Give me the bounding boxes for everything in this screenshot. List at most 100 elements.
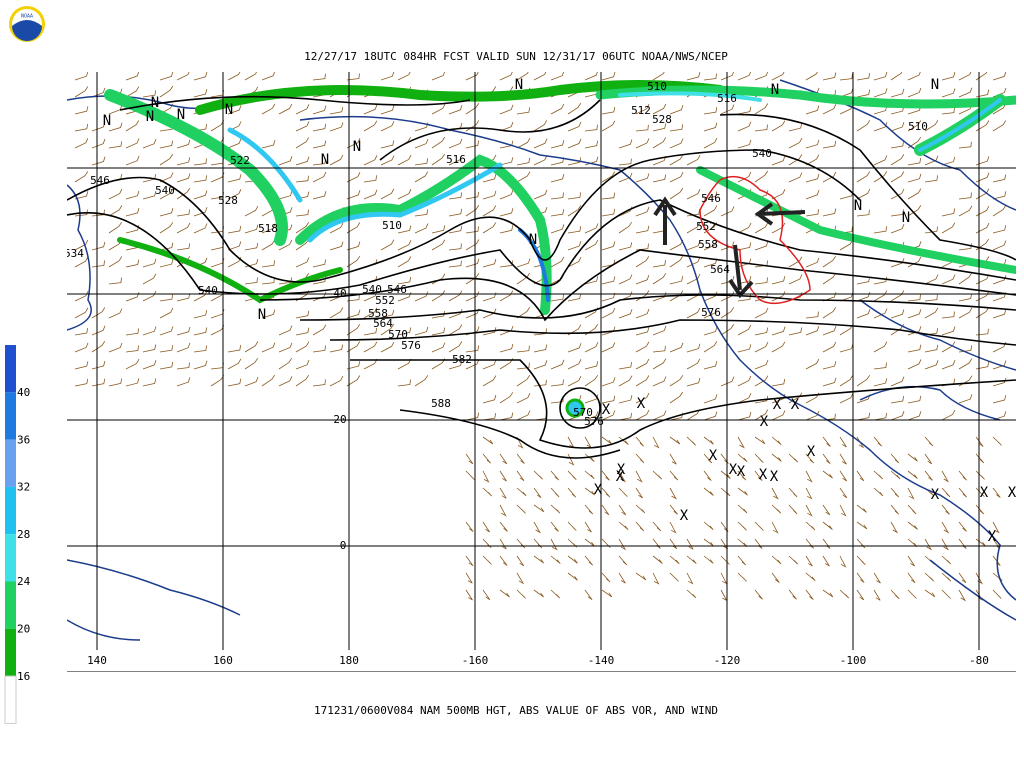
wind-barb bbox=[601, 120, 616, 132]
wind-barb bbox=[839, 73, 853, 81]
wind-barb bbox=[958, 487, 968, 498]
wind-barb bbox=[601, 171, 616, 183]
wind-barb bbox=[550, 470, 560, 481]
wind-barb bbox=[533, 155, 548, 166]
wind-barb bbox=[890, 487, 900, 498]
wind-barb bbox=[499, 538, 507, 550]
wind-barb bbox=[567, 205, 582, 217]
wind-barb bbox=[635, 256, 650, 268]
wind-barb bbox=[635, 358, 650, 370]
wind-barb bbox=[363, 175, 377, 183]
wind-barb bbox=[227, 189, 242, 200]
wind-barb bbox=[329, 241, 344, 251]
wind-barb bbox=[159, 294, 173, 302]
wind-barb bbox=[975, 172, 990, 183]
wind-barb bbox=[125, 190, 140, 200]
wind-barb bbox=[550, 224, 565, 234]
wind-barb bbox=[584, 276, 599, 285]
contour-label: 576 bbox=[584, 415, 604, 428]
wind-barb bbox=[703, 308, 718, 319]
wind-barb bbox=[397, 240, 412, 251]
wind-barb bbox=[193, 290, 208, 302]
wind-barb bbox=[618, 395, 633, 404]
wind-barb bbox=[669, 276, 684, 285]
wind-barb bbox=[907, 504, 917, 515]
wind-barb bbox=[448, 360, 463, 370]
wind-barb bbox=[941, 156, 956, 166]
contour-label: 516 bbox=[717, 92, 737, 105]
wind-barb bbox=[958, 470, 968, 481]
wind-barb bbox=[74, 171, 89, 183]
wind-barb bbox=[516, 306, 531, 319]
wind-barb bbox=[754, 436, 766, 445]
wind-barb bbox=[176, 293, 191, 302]
wind-barb bbox=[465, 359, 480, 370]
wind-barb bbox=[686, 240, 701, 251]
wind-barb bbox=[244, 205, 259, 217]
wind-barb bbox=[159, 85, 174, 98]
wind-barb bbox=[805, 173, 820, 183]
wind-barb bbox=[754, 375, 769, 387]
contour-label: 582 bbox=[452, 353, 472, 366]
wind-barb bbox=[669, 172, 684, 183]
wind-barb bbox=[278, 190, 293, 200]
wind-barb bbox=[499, 504, 507, 517]
latitude-label: 40 bbox=[333, 287, 346, 300]
wind-barb bbox=[193, 310, 208, 319]
wind-barb bbox=[856, 308, 871, 319]
wind-barb bbox=[890, 290, 905, 302]
wind-barb bbox=[635, 436, 645, 447]
wind-barb bbox=[125, 86, 140, 98]
wind-barb bbox=[227, 105, 242, 115]
wind-barb bbox=[176, 157, 191, 166]
vorticity-symbol: N bbox=[151, 95, 159, 111]
wind-barb bbox=[516, 572, 525, 585]
vorticity-symbol: X bbox=[980, 485, 989, 501]
wind-barb bbox=[839, 88, 854, 98]
wind-barb bbox=[380, 309, 395, 319]
wind-barb bbox=[737, 106, 752, 115]
wind-barb bbox=[176, 362, 190, 370]
wind-barb bbox=[975, 156, 990, 166]
wind-barb bbox=[686, 154, 701, 166]
wind-barb bbox=[329, 344, 344, 353]
wind-barb bbox=[669, 572, 679, 582]
wind-barb bbox=[193, 327, 208, 336]
wind-barb bbox=[907, 136, 922, 149]
contour-label: 564 bbox=[710, 263, 730, 276]
wind-barb bbox=[822, 325, 837, 336]
wind-barb bbox=[482, 589, 491, 601]
wind-barb bbox=[244, 224, 259, 234]
vorticity-symbol: N bbox=[177, 107, 185, 123]
wind-barb bbox=[533, 504, 545, 513]
wind-barb bbox=[788, 555, 799, 565]
wind-barb bbox=[805, 72, 818, 81]
wind-barb bbox=[516, 410, 531, 421]
wind-barb bbox=[278, 376, 293, 387]
wind-barb bbox=[703, 107, 718, 115]
wind-barb bbox=[295, 374, 310, 387]
wind-barb bbox=[992, 120, 1007, 132]
wind-barb bbox=[431, 273, 446, 285]
wind-barb bbox=[720, 72, 734, 81]
wind-barb bbox=[873, 290, 888, 302]
wind-barb bbox=[822, 453, 831, 464]
wind-barb bbox=[720, 307, 735, 319]
wind-barb bbox=[482, 470, 490, 483]
wind-barb bbox=[567, 102, 582, 115]
wind-barb bbox=[992, 205, 1007, 217]
wind-barb bbox=[295, 121, 310, 132]
wind-barb bbox=[975, 589, 983, 601]
wind-barb bbox=[958, 521, 967, 532]
wind-barb bbox=[431, 342, 446, 353]
wind-barb bbox=[159, 188, 174, 200]
wind-barb bbox=[584, 72, 598, 81]
wind-barb bbox=[346, 294, 360, 302]
wind-barb bbox=[652, 555, 663, 564]
colorbar-swatch bbox=[5, 628, 16, 677]
wind-barb bbox=[686, 538, 694, 550]
wind-barb bbox=[635, 572, 647, 581]
header-title: 12/27/17 18UTC 084HR FCST VALID SUN 12/3… bbox=[304, 50, 728, 63]
wind-barb bbox=[601, 395, 616, 404]
wind-barb bbox=[108, 342, 123, 353]
